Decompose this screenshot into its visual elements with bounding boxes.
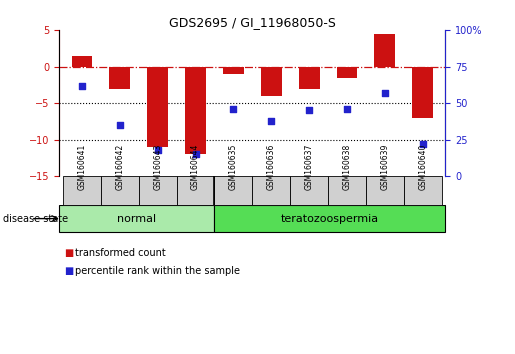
- Bar: [63, 176, 101, 205]
- Text: GSM160639: GSM160639: [381, 144, 389, 190]
- Text: GSM160637: GSM160637: [305, 144, 314, 190]
- Text: GSM160640: GSM160640: [418, 144, 427, 190]
- Bar: [177, 176, 214, 205]
- Text: GSM160641: GSM160641: [77, 144, 87, 190]
- Text: teratozoospermia: teratozoospermia: [281, 213, 379, 224]
- Text: GSM160638: GSM160638: [342, 144, 352, 190]
- Text: GSM160643: GSM160643: [153, 144, 162, 190]
- Text: percentile rank within the sample: percentile rank within the sample: [75, 266, 239, 276]
- Bar: [72, 56, 92, 67]
- Point: [153, 147, 162, 153]
- Text: ■: ■: [64, 266, 74, 276]
- Point: [116, 122, 124, 128]
- Point: [267, 118, 276, 124]
- Point: [78, 83, 86, 88]
- Bar: [185, 67, 206, 154]
- Point: [419, 141, 427, 147]
- Point: [305, 108, 313, 113]
- Bar: [299, 67, 320, 88]
- Text: disease state: disease state: [3, 213, 67, 224]
- Bar: [101, 176, 139, 205]
- Title: GDS2695 / GI_11968050-S: GDS2695 / GI_11968050-S: [169, 16, 336, 29]
- Bar: [214, 205, 445, 232]
- Point: [192, 152, 200, 157]
- Text: GSM160635: GSM160635: [229, 144, 238, 190]
- Bar: [366, 176, 404, 205]
- Bar: [252, 176, 290, 205]
- Bar: [223, 67, 244, 74]
- Text: GSM160636: GSM160636: [267, 144, 276, 190]
- Text: normal: normal: [117, 213, 156, 224]
- Bar: [214, 176, 252, 205]
- Bar: [261, 67, 282, 96]
- Bar: [59, 205, 214, 232]
- Bar: [147, 67, 168, 147]
- Text: GSM160644: GSM160644: [191, 144, 200, 190]
- Bar: [404, 176, 442, 205]
- Bar: [109, 67, 130, 88]
- Text: ■: ■: [64, 248, 74, 258]
- Point: [381, 90, 389, 96]
- Bar: [337, 67, 357, 78]
- Bar: [139, 176, 177, 205]
- Bar: [374, 34, 396, 67]
- Text: transformed count: transformed count: [75, 248, 165, 258]
- Bar: [413, 67, 433, 118]
- Bar: [328, 176, 366, 205]
- Point: [343, 106, 351, 112]
- Point: [229, 106, 237, 112]
- Bar: [290, 176, 328, 205]
- Text: GSM160642: GSM160642: [115, 144, 124, 190]
